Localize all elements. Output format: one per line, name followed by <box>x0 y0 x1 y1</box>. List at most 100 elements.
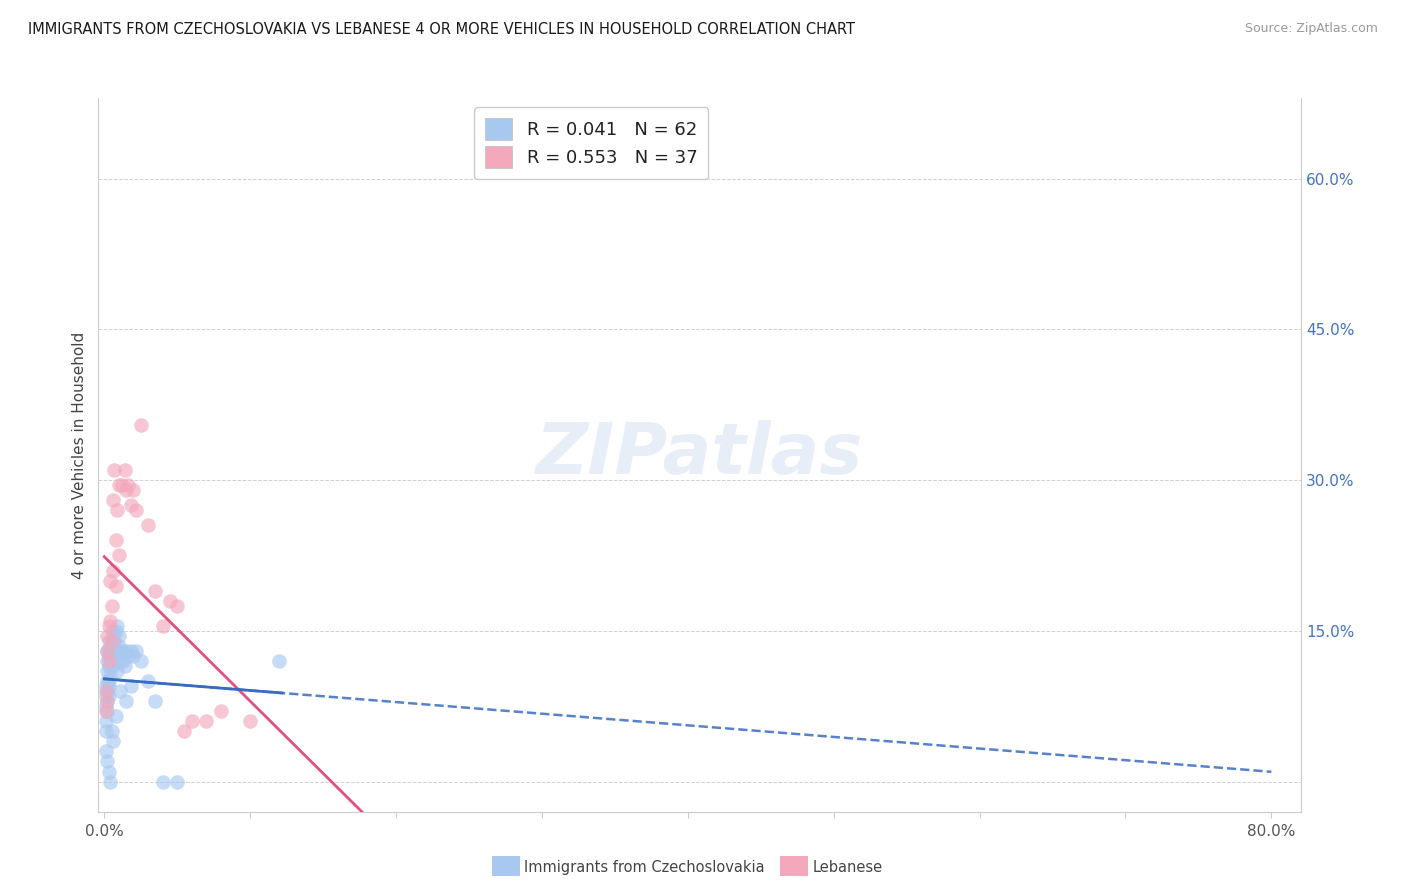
Point <box>108 549 131 563</box>
Point <box>209 704 232 718</box>
Point <box>96 644 118 658</box>
Point <box>110 684 132 698</box>
Point <box>143 694 166 708</box>
Point <box>96 629 118 643</box>
Text: Source: ZipAtlas.com: Source: ZipAtlas.com <box>1244 22 1378 36</box>
Point <box>103 463 125 477</box>
Point <box>97 619 120 633</box>
Point <box>120 679 142 693</box>
Point <box>101 659 124 673</box>
Point <box>105 503 128 517</box>
Point <box>96 755 118 769</box>
Point <box>98 774 121 789</box>
Text: Lebanese: Lebanese <box>813 860 883 874</box>
Point <box>159 593 181 607</box>
Point <box>114 659 136 673</box>
Point <box>115 694 138 708</box>
Point <box>108 629 131 643</box>
Point <box>96 654 118 668</box>
Point <box>108 639 131 653</box>
Point <box>101 493 124 508</box>
Point <box>111 478 134 492</box>
Point <box>94 684 117 698</box>
Point <box>101 629 124 643</box>
Point <box>100 724 122 739</box>
Point <box>94 714 117 729</box>
Point <box>94 679 117 693</box>
Point <box>98 669 121 683</box>
Point <box>97 654 120 668</box>
Point <box>97 679 120 693</box>
Point <box>115 644 138 658</box>
Point <box>96 704 118 718</box>
Point <box>96 684 118 698</box>
Point <box>129 654 152 668</box>
Point <box>180 714 202 729</box>
Point <box>101 639 124 653</box>
Point <box>269 654 291 668</box>
Point <box>94 699 117 714</box>
Point <box>166 599 188 613</box>
Point <box>96 674 118 689</box>
Point <box>94 704 117 718</box>
Point <box>98 639 121 653</box>
Point <box>101 564 124 578</box>
Point <box>173 724 195 739</box>
Point <box>239 714 262 729</box>
Point <box>117 648 139 663</box>
Point <box>104 624 127 638</box>
Point <box>100 624 122 638</box>
Point <box>97 659 120 673</box>
Point <box>120 498 142 512</box>
Point <box>104 578 127 592</box>
Point <box>96 664 118 678</box>
Point <box>111 644 134 658</box>
Point <box>98 659 121 673</box>
Legend: R = 0.041   N = 62, R = 0.553   N = 37: R = 0.041 N = 62, R = 0.553 N = 37 <box>474 107 709 179</box>
Point <box>94 689 117 703</box>
Point <box>94 724 117 739</box>
Point <box>97 674 120 689</box>
Point <box>125 503 148 517</box>
Point <box>112 654 135 668</box>
Point <box>97 764 120 779</box>
Point <box>136 518 159 533</box>
Point <box>100 633 122 648</box>
Point <box>100 644 122 658</box>
Point <box>143 583 166 598</box>
Point <box>117 478 139 492</box>
Point <box>115 483 138 497</box>
Point <box>122 483 145 497</box>
Point <box>103 633 125 648</box>
Text: Immigrants from Czechoslovakia: Immigrants from Czechoslovakia <box>524 860 765 874</box>
Point <box>96 694 118 708</box>
Point <box>108 654 131 668</box>
Point <box>120 644 142 658</box>
Point <box>98 574 121 588</box>
Point <box>105 619 128 633</box>
Point <box>104 644 127 658</box>
Point <box>100 633 122 648</box>
Point <box>105 664 128 678</box>
Point <box>100 599 122 613</box>
Point <box>125 644 148 658</box>
Point <box>152 774 174 789</box>
Point <box>136 674 159 689</box>
Point <box>97 644 120 658</box>
Text: IMMIGRANTS FROM CZECHOSLOVAKIA VS LEBANESE 4 OR MORE VEHICLES IN HOUSEHOLD CORRE: IMMIGRANTS FROM CZECHOSLOVAKIA VS LEBANE… <box>28 22 855 37</box>
Point <box>195 714 218 729</box>
Point <box>108 478 131 492</box>
Point <box>104 533 127 548</box>
Point <box>97 689 120 703</box>
Y-axis label: 4 or more Vehicles in Household: 4 or more Vehicles in Household <box>72 331 87 579</box>
Point <box>104 709 127 723</box>
Point <box>114 463 136 477</box>
Point <box>101 734 124 748</box>
Point <box>103 654 125 668</box>
Point <box>97 633 120 648</box>
Point <box>129 417 152 432</box>
Text: ZIPatlas: ZIPatlas <box>536 420 863 490</box>
Point <box>98 648 121 663</box>
Point <box>94 744 117 758</box>
Point <box>98 614 121 628</box>
